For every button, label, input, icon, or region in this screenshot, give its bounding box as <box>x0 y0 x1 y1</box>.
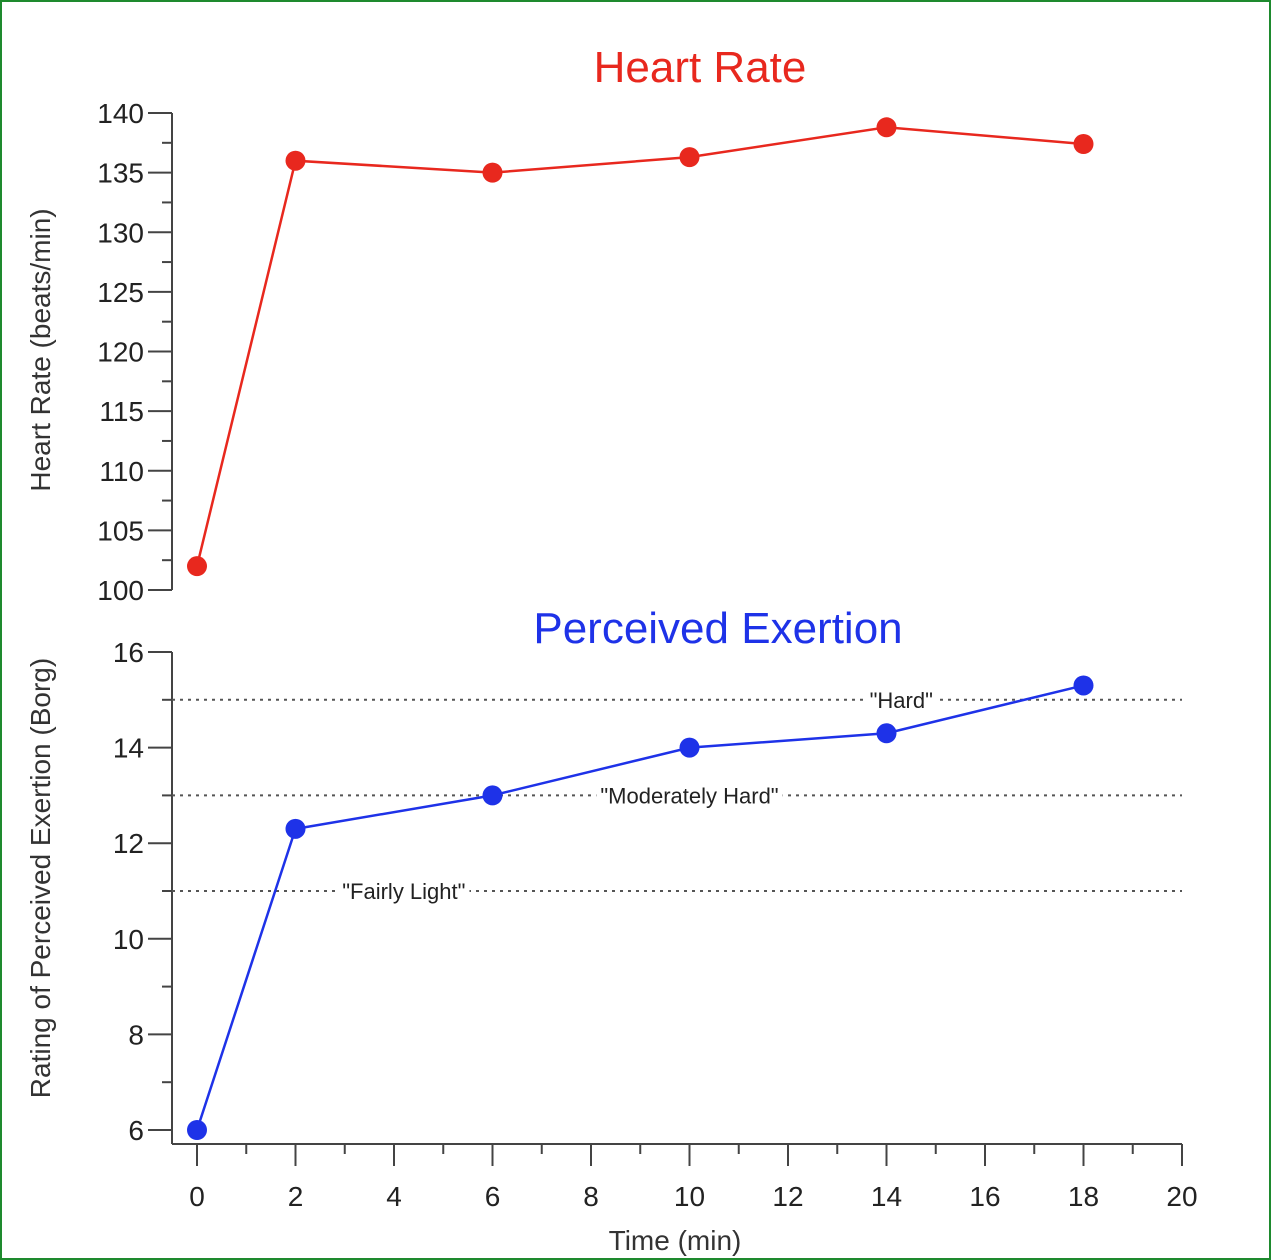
exertion-series <box>187 675 1094 1140</box>
x-tick-label: 10 <box>674 1181 705 1212</box>
heart-rate-y-tick-label: 130 <box>97 217 144 248</box>
heart-rate-y-tick-label: 125 <box>97 277 144 308</box>
x-tick-label: 2 <box>288 1181 304 1212</box>
x-tick-label: 16 <box>969 1181 1000 1212</box>
exertion-point <box>679 737 700 758</box>
reference-lines: "Hard" "Moderately Hard" "Fairly Light" <box>172 687 1182 904</box>
reference-label-background <box>338 879 470 904</box>
heart-rate-y-tick-label: 100 <box>97 575 144 606</box>
x-tick-label: 6 <box>485 1181 501 1212</box>
reference-label-background <box>596 783 783 809</box>
heart-rate-y-tick-label: 110 <box>99 456 144 487</box>
heart-rate-series <box>187 117 1094 577</box>
x-tick-label: 4 <box>386 1181 402 1212</box>
reference-line-label: "Hard" <box>870 688 933 713</box>
reference-line-label: "Moderately Hard" <box>600 783 778 808</box>
reference-line-label: "Fairly Light" <box>342 879 465 904</box>
x-tick-label: 12 <box>772 1181 803 1212</box>
x-tick-label: 20 <box>1166 1181 1197 1212</box>
x-tick-label: 14 <box>871 1181 902 1212</box>
exertion-point <box>482 785 503 806</box>
exertion-y-tick-label: 8 <box>128 1019 144 1050</box>
heart-rate-point <box>876 117 897 138</box>
heart-rate-y-tick-label: 140 <box>97 98 144 129</box>
exertion-line <box>195 684 1084 1131</box>
x-tick-label: 8 <box>583 1181 599 1212</box>
heart-rate-y-axis-label: Heart Rate (beats/min) <box>25 208 56 491</box>
heart-rate-title: Heart Rate <box>594 43 807 92</box>
exertion-y-tick-label: 16 <box>113 637 144 668</box>
heart-rate-y-tick-label: 120 <box>97 337 144 368</box>
exertion-y-tick-label: 10 <box>113 924 144 955</box>
exertion-point <box>1073 675 1094 696</box>
x-axis: 0 2 4 6 8 10 12 14 16 18 20 <box>172 1143 1198 1212</box>
heart-rate-point <box>187 556 207 577</box>
reference-label-background <box>865 687 937 713</box>
exertion-point <box>285 818 306 839</box>
heart-rate-line <box>195 126 1084 567</box>
heart-rate-axes: 100 105 110 115 120 125 130 135 140 <box>97 98 173 606</box>
exertion-y-tick-label: 12 <box>113 828 144 859</box>
perceived-exertion-title: Perceived Exertion <box>533 604 902 653</box>
exertion-y-axis-label: Rating of Perceived Exertion (Borg) <box>25 658 56 1098</box>
exertion-axes: 6 8 10 12 14 16 <box>113 637 173 1146</box>
x-axis-label: Time (min) <box>609 1225 742 1256</box>
exertion-point <box>187 1120 207 1140</box>
x-tick-label: 0 <box>189 1181 205 1212</box>
exertion-point <box>876 723 897 744</box>
heart-rate-y-tick-label: 105 <box>97 515 144 546</box>
exertion-y-tick-label: 6 <box>128 1115 144 1146</box>
heart-rate-y-tick-label: 135 <box>97 158 144 189</box>
heart-rate-point <box>482 162 503 183</box>
exertion-y-tick-label: 14 <box>113 733 144 764</box>
heart-rate-y-tick-label: 115 <box>99 396 144 427</box>
heart-rate-point <box>1073 134 1094 155</box>
heart-rate-point <box>679 147 700 168</box>
heart-rate-point <box>285 150 306 171</box>
x-tick-label: 18 <box>1068 1181 1099 1212</box>
